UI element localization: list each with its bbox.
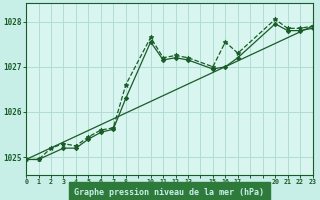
X-axis label: Graphe pression niveau de la mer (hPa): Graphe pression niveau de la mer (hPa) xyxy=(74,188,264,197)
